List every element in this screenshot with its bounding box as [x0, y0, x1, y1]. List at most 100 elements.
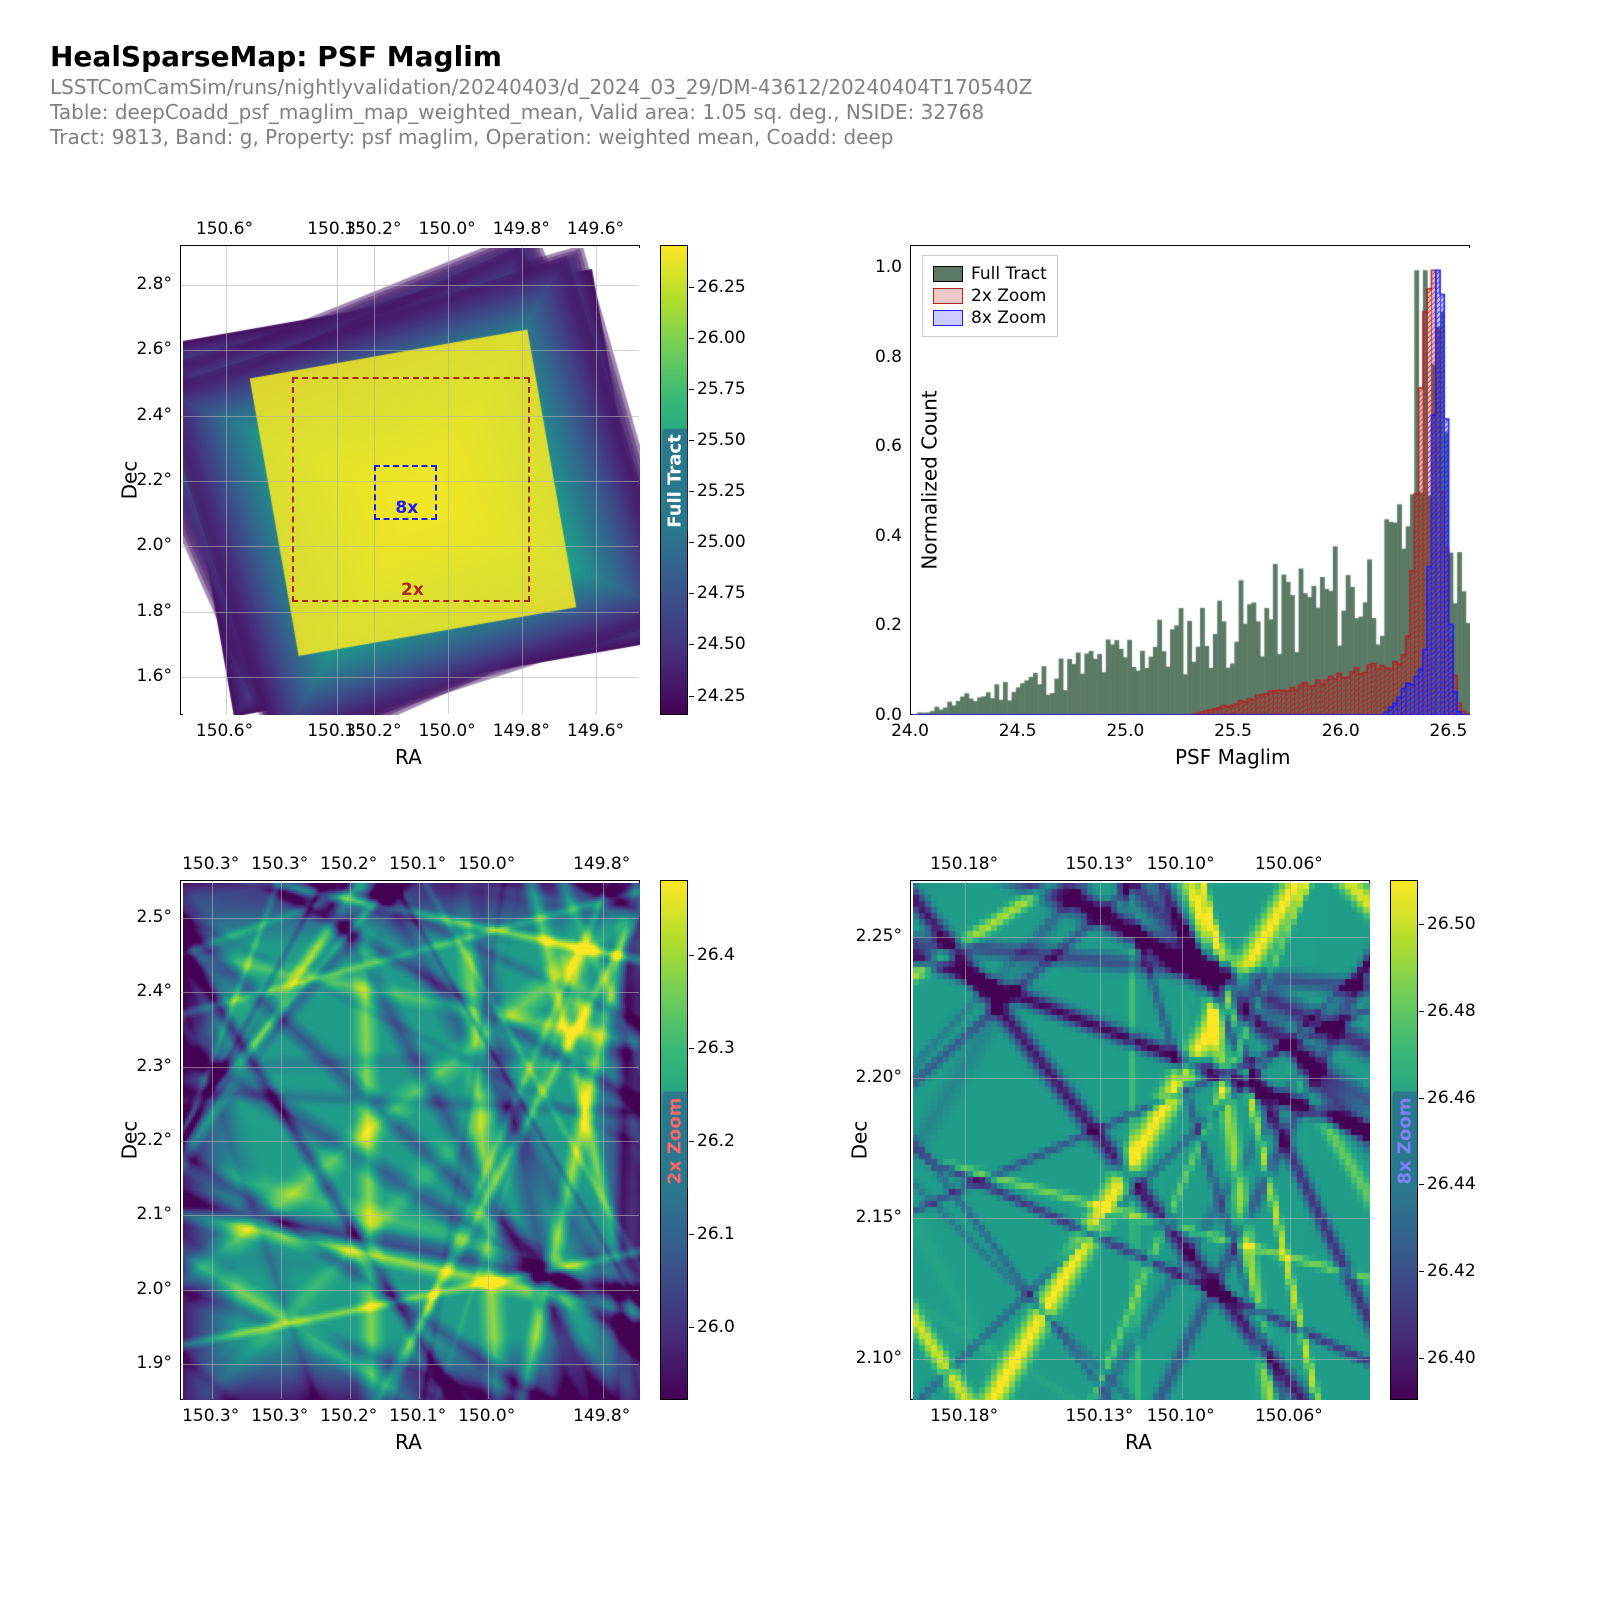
- legend-label: 2x Zoom: [971, 286, 1046, 306]
- subtitle-line3: Tract: 9813, Band: g, Property: psf magl…: [50, 125, 1550, 150]
- zoom-8x-cbar-tick: 26.48: [1427, 1001, 1476, 1021]
- histogram-legend: Full Tract2x Zoom8x Zoom: [922, 255, 1058, 337]
- zoom-2x-map-ytick: 2.0°: [136, 1279, 172, 1299]
- zoom-8x-map-ytick: 2.15°: [856, 1207, 902, 1227]
- full-tract-map-xtick: 150.2°: [344, 721, 401, 741]
- zoom-8x-colorbar: 26.4026.4226.4426.4626.4826.508x Zoom: [1390, 880, 1418, 1400]
- zoom-2x-map-ytick: 1.9°: [136, 1353, 172, 1373]
- full-tract-map-ytick: 1.6°: [136, 666, 172, 686]
- figure-subtitle: LSSTComCamSim/runs/nightlyvalidation/202…: [50, 75, 1550, 150]
- zoom-2x-map-xtick-top: 150.2°: [320, 854, 377, 874]
- zoom-8x-map-axes: [910, 880, 1370, 1400]
- zoom-8x-map-xtick-top: 150.18°: [930, 854, 998, 874]
- zoom-8x-cbar-tick: 26.44: [1427, 1174, 1476, 1194]
- zoom-8x-map-xtick-top: 150.10°: [1147, 854, 1215, 874]
- zoom-2x-cbar-tick: 26.3: [697, 1038, 735, 1058]
- zoom-8x-map-ytick: 2.25°: [856, 926, 902, 946]
- full-tract-cbar-tick: 26.25: [697, 277, 746, 297]
- zoom-2x-map-xtick: 150.3°: [251, 1406, 308, 1426]
- full-tract-map-xtick: 150.0°: [419, 721, 476, 741]
- zoom-2x-map-xtick-top: 150.3°: [251, 854, 308, 874]
- full-tract-map-ytick: 1.8°: [136, 601, 172, 621]
- histogram-ytick: 1.0: [875, 257, 902, 277]
- full-tract-map-xtick-top: 150.6°: [196, 219, 253, 239]
- zoom-2x-map-ytick: 2.2°: [136, 1130, 172, 1150]
- legend-item: Full Tract: [933, 264, 1047, 284]
- histogram-xtick: 25.0: [1106, 721, 1144, 741]
- full-tract-map-ytick: 2.8°: [136, 274, 172, 294]
- zoom-8x-map-xtick: 150.10°: [1147, 1406, 1215, 1426]
- full-tract-map-ytick: 2.4°: [136, 405, 172, 425]
- zoom-2x-map-ytick: 2.1°: [136, 1204, 172, 1224]
- zoom-2x-map-axes: [180, 880, 640, 1400]
- legend-swatch: [933, 266, 963, 282]
- histogram-xtick: 26.5: [1430, 721, 1468, 741]
- histogram-ytick: 0.8: [875, 347, 902, 367]
- legend-label: Full Tract: [971, 264, 1047, 284]
- zoom-8x-map-xtick-top: 150.06°: [1255, 854, 1323, 874]
- full-tract-map-ylabel: Dec: [117, 461, 141, 500]
- zoom-8x-cbar-tick: 26.40: [1427, 1348, 1476, 1368]
- full-tract-cbar-tick: 26.00: [697, 328, 746, 348]
- full-tract-cbar-tick: 24.50: [697, 634, 746, 654]
- zoom-8x-map-xtick: 150.18°: [930, 1406, 998, 1426]
- zoom-2x-map-ytick: 2.5°: [136, 907, 172, 927]
- zoom-8x-map: 150.18°150.18°150.13°150.13°150.10°150.1…: [910, 880, 1370, 1400]
- full-tract-map: 2x8x150.6°150.6°150.3°150.3°150.2°150.2°…: [180, 245, 640, 715]
- zoom-8x-map-ytick: 2.10°: [856, 1348, 902, 1368]
- zoom-2x-map-ylabel: Dec: [117, 1121, 141, 1160]
- histogram-ytick: 0.6: [875, 436, 902, 456]
- full-tract-map-xlabel: RA: [395, 745, 422, 769]
- zoom-box-label-2x: 2x: [401, 580, 424, 600]
- full-tract-map-xtick: 150.6°: [196, 721, 253, 741]
- zoom-8x-map-xtick: 150.06°: [1255, 1406, 1323, 1426]
- zoom-2x-cbar-tick: 26.4: [697, 945, 735, 965]
- full-tract-map-xtick: 149.8°: [493, 721, 550, 741]
- legend-label: 8x Zoom: [971, 308, 1046, 328]
- legend-item: 8x Zoom: [933, 308, 1047, 328]
- zoom-8x-cbar-tick: 26.42: [1427, 1261, 1476, 1281]
- full-tract-cbar-label: Full Tract: [663, 428, 688, 533]
- zoom-2x-map-xtick: 149.8°: [573, 1406, 630, 1426]
- full-tract-map-axes: 2x8x: [180, 245, 640, 715]
- full-tract-cbar-tick: 24.25: [697, 686, 746, 706]
- zoom-2x-map-xtick-top: 150.3°: [182, 854, 239, 874]
- legend-item: 2x Zoom: [933, 286, 1047, 306]
- zoom-2x-map-xtick-top: 150.0°: [458, 854, 515, 874]
- full-tract-cbar-tick: 25.75: [697, 379, 746, 399]
- legend-swatch: [933, 310, 963, 326]
- zoom-2x-colorbar: 26.026.126.226.326.42x Zoom: [660, 880, 688, 1400]
- zoom-2x-map-xlabel: RA: [395, 1430, 422, 1454]
- zoom-8x-map-canvas: [913, 883, 1370, 1400]
- histogram: 24.024.525.025.526.026.50.00.20.40.60.81…: [910, 245, 1470, 715]
- zoom-2x-cbar-tick: 26.1: [697, 1224, 735, 1244]
- zoom-2x-cbar-tick: 26.0: [697, 1317, 735, 1337]
- zoom-2x-map-xtick-top: 150.1°: [389, 854, 446, 874]
- full-tract-cbar-tick: 25.25: [697, 481, 746, 501]
- zoom-2x-map-xtick-top: 149.8°: [573, 854, 630, 874]
- zoom-2x-cbar-label: 2x Zoom: [663, 1092, 688, 1191]
- full-tract-map-xtick-top: 150.2°: [344, 219, 401, 239]
- full-tract-colorbar: 24.2524.5024.7525.0025.2525.5025.7526.00…: [660, 245, 688, 715]
- full-tract-cbar-tick: 25.00: [697, 532, 746, 552]
- histogram-ytick: 0.4: [875, 526, 902, 546]
- zoom-8x-map-ytick: 2.20°: [856, 1067, 902, 1087]
- zoom-2x-cbar-tick: 26.2: [697, 1131, 735, 1151]
- histogram-xtick: 25.5: [1214, 721, 1252, 741]
- legend-swatch: [933, 288, 963, 304]
- subtitle-line1: LSSTComCamSim/runs/nightlyvalidation/202…: [50, 75, 1550, 100]
- zoom-2x-map-ytick: 2.4°: [136, 981, 172, 1001]
- full-tract-map-ytick: 2.2°: [136, 470, 172, 490]
- zoom-2x-map-xtick: 150.0°: [458, 1406, 515, 1426]
- subtitle-line2: Table: deepCoadd_psf_maglim_map_weighted…: [50, 100, 1550, 125]
- histogram-ytick: 0.2: [875, 615, 902, 635]
- full-tract-map-xtick-top: 149.6°: [567, 219, 624, 239]
- zoom-8x-cbar-label: 8x Zoom: [1393, 1092, 1418, 1191]
- zoom-2x-map-ytick: 2.3°: [136, 1056, 172, 1076]
- histogram-ylabel: Normalized Count: [918, 390, 942, 569]
- full-tract-cbar-tick: 25.50: [697, 430, 746, 450]
- zoom-8x-map-xlabel: RA: [1125, 1430, 1152, 1454]
- zoom-2x-map-xtick: 150.2°: [320, 1406, 377, 1426]
- histogram-xtick: 26.0: [1322, 721, 1360, 741]
- histogram-xtick: 24.5: [999, 721, 1037, 741]
